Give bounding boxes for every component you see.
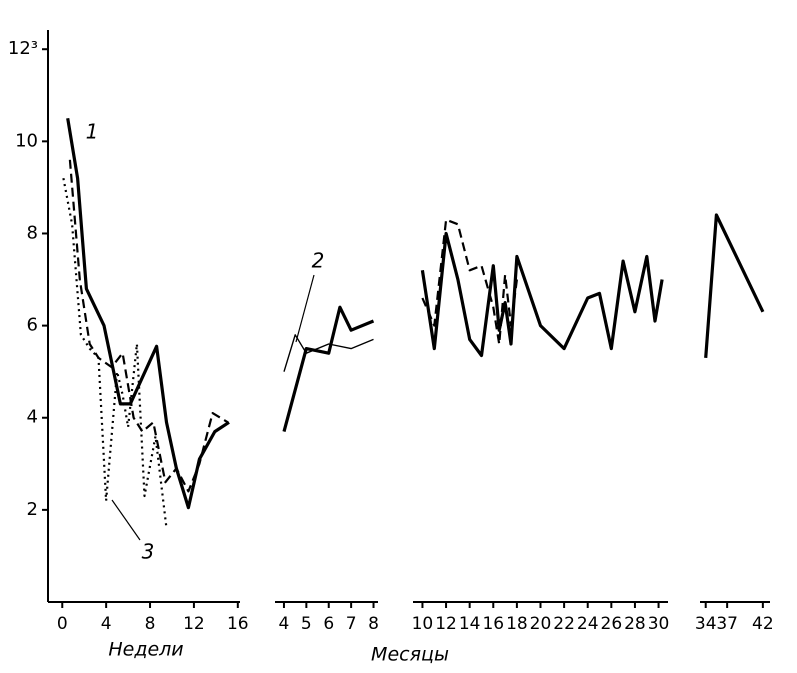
x-tick-label: 28 [624,614,646,634]
y-tick-label: 12³ [8,38,38,59]
x-tick-label: 16 [227,614,249,634]
data-line [421,218,518,346]
x-tick-label: 22 [553,614,575,634]
x-tick-label: 5 [301,614,312,634]
data-line [282,305,375,433]
x-tick-label: 14 [459,614,481,634]
leader-line [295,274,315,343]
data-line [420,231,664,358]
x-tick-label: 16 [482,614,504,634]
curve-label: 1 [86,120,99,144]
data-line [704,213,765,359]
x-tick-label: 12 [183,614,205,634]
x-tick-label: 6 [323,614,334,634]
x-tick-label: 0 [57,614,68,634]
leader-line [111,499,141,541]
y-tick-label: 4 [27,407,38,428]
x-tick-label: 4 [279,614,290,634]
x-tick-label: 8 [368,614,379,634]
y-tick-label: 6 [27,315,38,336]
x-axis-label: Месяцы [371,644,449,666]
x-tick-label: 24 [577,614,599,634]
curve-label: 2 [312,249,325,273]
x-tick-label: 8 [145,614,156,634]
x-tick-label: 18 [506,614,528,634]
data-line [283,334,374,372]
x-tick-label: 4 [101,614,112,634]
x-tick-label: 37 [716,614,738,634]
x-tick-label: 30 [648,614,670,634]
x-axis-label: Недели [108,639,183,661]
y-tick-label: 8 [27,222,38,243]
data-line [68,159,229,493]
y-tick-label: 10 [15,130,38,151]
data-line [62,177,168,529]
x-tick-label: 12 [435,614,457,634]
x-tick-label: 7 [346,614,357,634]
x-tick-label: 26 [601,614,623,634]
curve-label: 3 [142,540,155,564]
data-line [66,118,230,510]
x-tick-label: 34 [695,614,717,634]
x-tick-label: 10 [412,614,434,634]
x-tick-label: 20 [530,614,552,634]
y-tick-label: 2 [27,499,38,520]
x-tick-label: 42 [752,614,774,634]
